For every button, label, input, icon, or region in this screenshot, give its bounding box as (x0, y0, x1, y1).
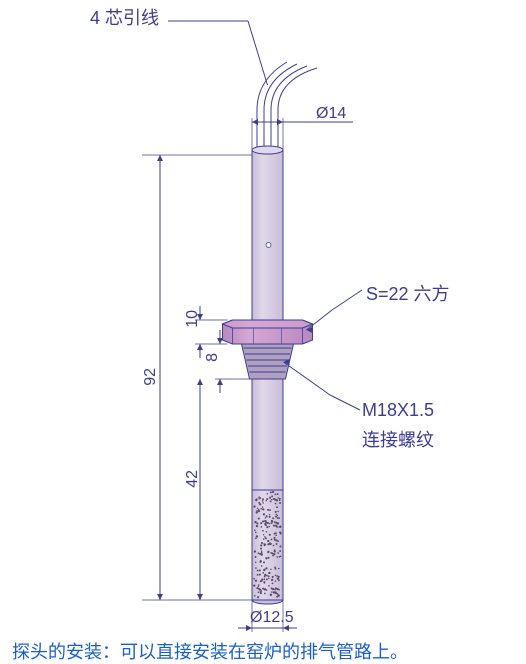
diagram-canvas (0, 0, 526, 662)
thread-spec-label: M18X1.5 (362, 400, 434, 421)
wire-lead-label: 4 芯引线 (90, 4, 159, 30)
thread-height-label: 8 (204, 353, 222, 362)
install-caption: 探头的安装：可以直接安装在窑炉的排气管路上。 (12, 638, 408, 664)
thread-sub-label: 连接螺纹 (362, 426, 434, 452)
lower-height-label: 42 (184, 470, 202, 488)
hex-height-label: 10 (184, 310, 202, 328)
overall-height-label: 92 (142, 368, 160, 386)
bottom-diameter-label: Ø12.5 (250, 609, 294, 627)
hex-size-label: S=22 六方 (366, 280, 450, 306)
top-diameter-label: Ø14 (316, 105, 346, 123)
